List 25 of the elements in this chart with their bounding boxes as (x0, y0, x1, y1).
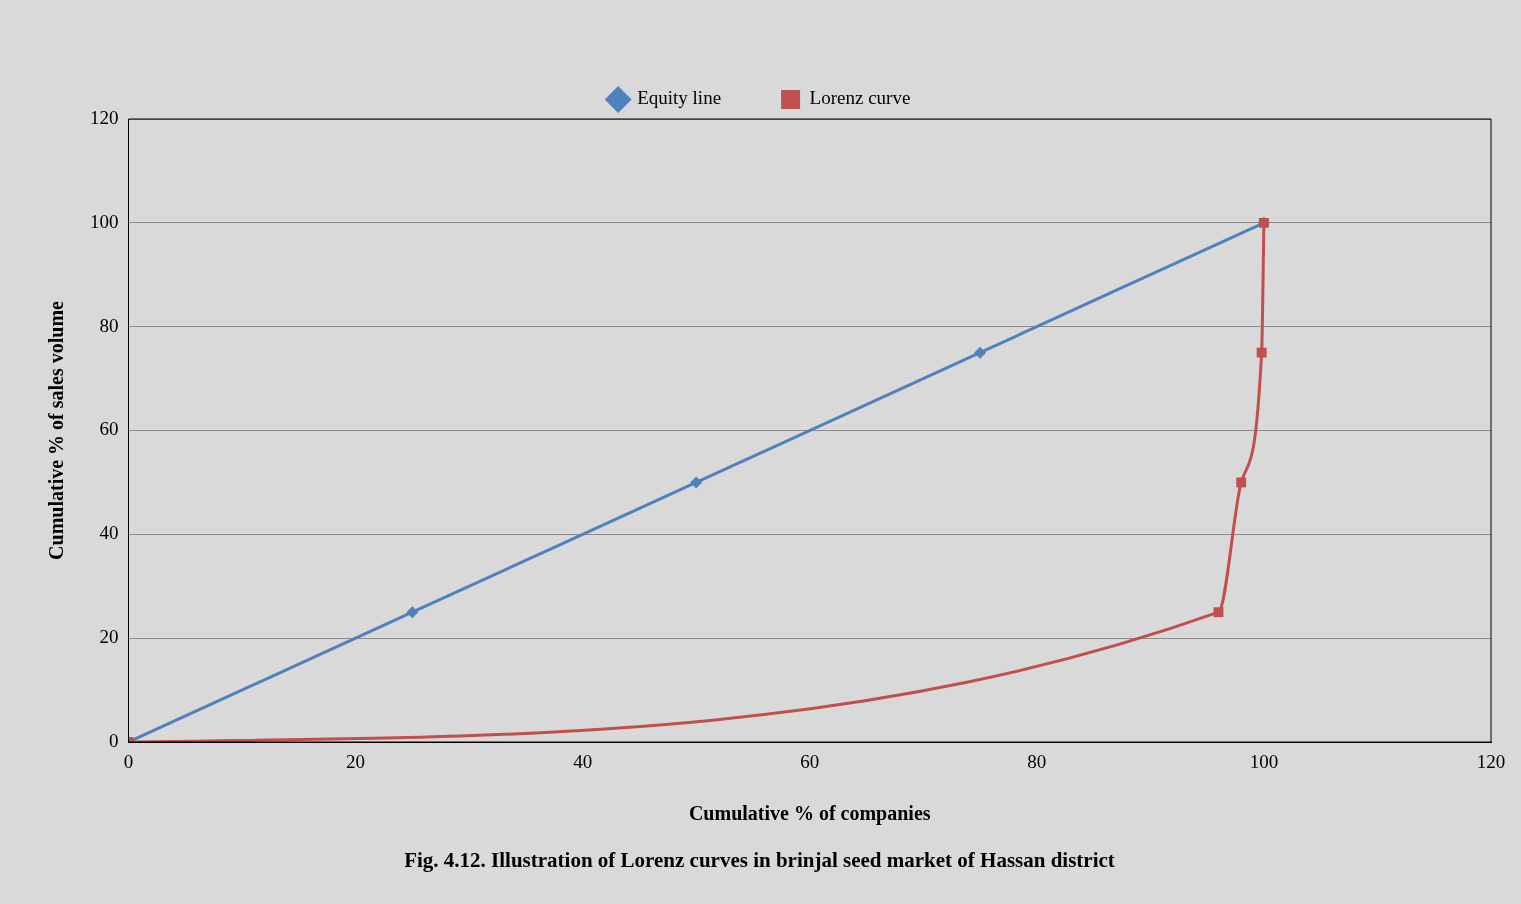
y-tick-label: 80 (99, 314, 119, 336)
point (1213, 607, 1224, 618)
point (1256, 347, 1267, 358)
point (690, 476, 703, 489)
y-tick-label: 60 (99, 418, 119, 440)
x-tick-label: 40 (573, 751, 593, 773)
point (974, 346, 987, 359)
y-tick-label: 20 (99, 626, 119, 648)
x-tick-label: 100 (1249, 751, 1279, 773)
x-axis-title: Cumulative % of companies (688, 801, 931, 825)
y-tick-label: 120 (90, 106, 119, 128)
x-tick-label: 120 (1476, 751, 1506, 773)
y-tick-label: 40 (99, 522, 119, 544)
text: Fig. 4.12. Illustration of Lorenz curves in brinjal seed market of Hassan district (404, 847, 1115, 872)
x-tick-label: 0 (123, 751, 134, 773)
y-tick-label: 100 (90, 210, 119, 232)
legend-label: Equity line (637, 87, 722, 109)
y-tick-label: 0 (109, 729, 119, 751)
x-tick-label: 80 (1027, 751, 1047, 773)
x-tick-label: 60 (800, 751, 820, 773)
point (1236, 477, 1247, 488)
x-tick-label: 20 (346, 751, 366, 773)
point (406, 606, 419, 619)
legend-label: Lorenz curve (809, 87, 911, 109)
y-axis-title: Cumulative % of sales volume (45, 300, 68, 560)
